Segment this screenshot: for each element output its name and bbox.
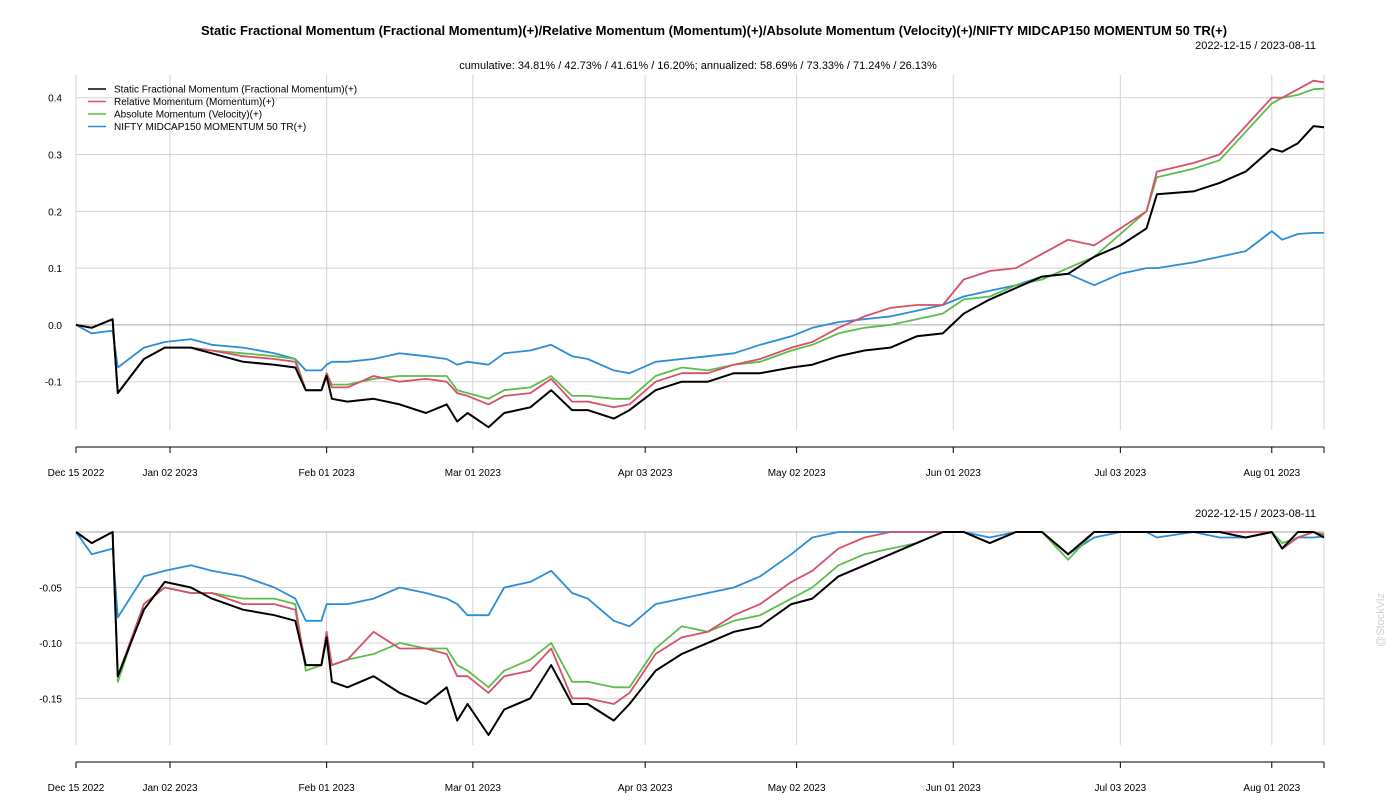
- top-y-axis: -0.1 0.0 0.1 0.2 0.3 0.4: [45, 94, 63, 389]
- x-tick-label: May 02 2023: [768, 783, 826, 794]
- watermark: @StockViz: [1375, 593, 1387, 647]
- x-tick-label: Apr 03 2023: [618, 468, 673, 479]
- x-tick-label: Jan 02 2023: [142, 468, 197, 479]
- series-line: [75, 531, 1325, 705]
- legend-label: Relative Momentum (Momentum)(+): [114, 97, 275, 108]
- series-line: [75, 87, 1325, 400]
- x-tick-label: Mar 01 2023: [445, 468, 502, 479]
- x-tick-label: Jul 03 2023: [1094, 783, 1146, 794]
- drawdown-panel: Dec 15 2022 Jan 02 2023 Feb 01 2023 Mar 01 …: [39, 531, 1325, 794]
- x-tick-label: Aug 01 2023: [1243, 468, 1300, 479]
- y-tick-label: 0.0: [48, 321, 62, 332]
- top-series-group: [75, 79, 1325, 429]
- bottom-date-range: 2022-12-15 / 2023-08-11: [1195, 508, 1316, 520]
- series-line: [75, 531, 1325, 736]
- x-tick-label: Dec 15 2022: [48, 468, 105, 479]
- x-tick-label: Mar 01 2023: [445, 783, 502, 794]
- legend-label: Static Fractional Momentum (Fractional M…: [114, 85, 357, 96]
- y-tick-label: 0.4: [48, 94, 62, 105]
- bottom-x-axis: Dec 15 2022 Jan 02 2023 Feb 01 2023 Mar 01 …: [48, 761, 1325, 794]
- y-tick-label: 0.3: [48, 151, 62, 162]
- chart-subtitle: cumulative: 34.81% / 42.73% / 41.61% / 1…: [459, 60, 937, 72]
- series-line: [75, 531, 1325, 689]
- y-tick-label: -0.15: [39, 694, 62, 705]
- bottom-series-group: [75, 531, 1325, 736]
- series-line: [75, 79, 1325, 409]
- x-tick-label: Jan 02 2023: [142, 783, 197, 794]
- legend-label: NIFTY MIDCAP150 MOMENTUM 50 TR(+): [114, 122, 306, 133]
- x-tick-label: Dec 15 2022: [48, 783, 105, 794]
- legend: Static Fractional Momentum (Fractional M…: [88, 85, 357, 133]
- x-tick-label: Jun 01 2023: [926, 468, 981, 479]
- y-tick-label: -0.1: [45, 378, 63, 389]
- y-tick-label: -0.05: [39, 583, 62, 594]
- x-tick-label: Feb 01 2023: [299, 468, 356, 479]
- chart-title: Static Fractional Momentum (Fractional M…: [201, 23, 1227, 38]
- x-tick-label: Jun 01 2023: [926, 783, 981, 794]
- series-line: [75, 531, 1325, 628]
- top-grid: [75, 75, 1325, 430]
- x-tick-label: Feb 01 2023: [299, 783, 356, 794]
- x-tick-label: May 02 2023: [768, 468, 826, 479]
- y-tick-label: 0.1: [48, 264, 62, 275]
- bottom-y-axis: -0.15 -0.10 -0.05: [39, 583, 62, 705]
- x-tick-label: Apr 03 2023: [618, 783, 673, 794]
- x-tick-label: Aug 01 2023: [1243, 783, 1300, 794]
- cumulative-returns-panel: Dec 15 2022 Jan 02 2023 Feb 01 2023 Mar 01 …: [45, 75, 1325, 479]
- y-tick-label: -0.10: [39, 639, 62, 650]
- top-date-range: 2022-12-15 / 2023-08-11: [1195, 40, 1316, 52]
- y-tick-label: 0.2: [48, 207, 62, 218]
- series-line: [75, 230, 1324, 375]
- top-x-axis: Dec 15 2022 Jan 02 2023 Feb 01 2023 Mar 01 …: [48, 446, 1325, 479]
- x-tick-label: Jul 03 2023: [1094, 468, 1146, 479]
- bottom-grid: [75, 531, 1325, 745]
- legend-label: Absolute Momentum (Velocity)(+): [114, 110, 262, 121]
- series-line: [75, 125, 1325, 429]
